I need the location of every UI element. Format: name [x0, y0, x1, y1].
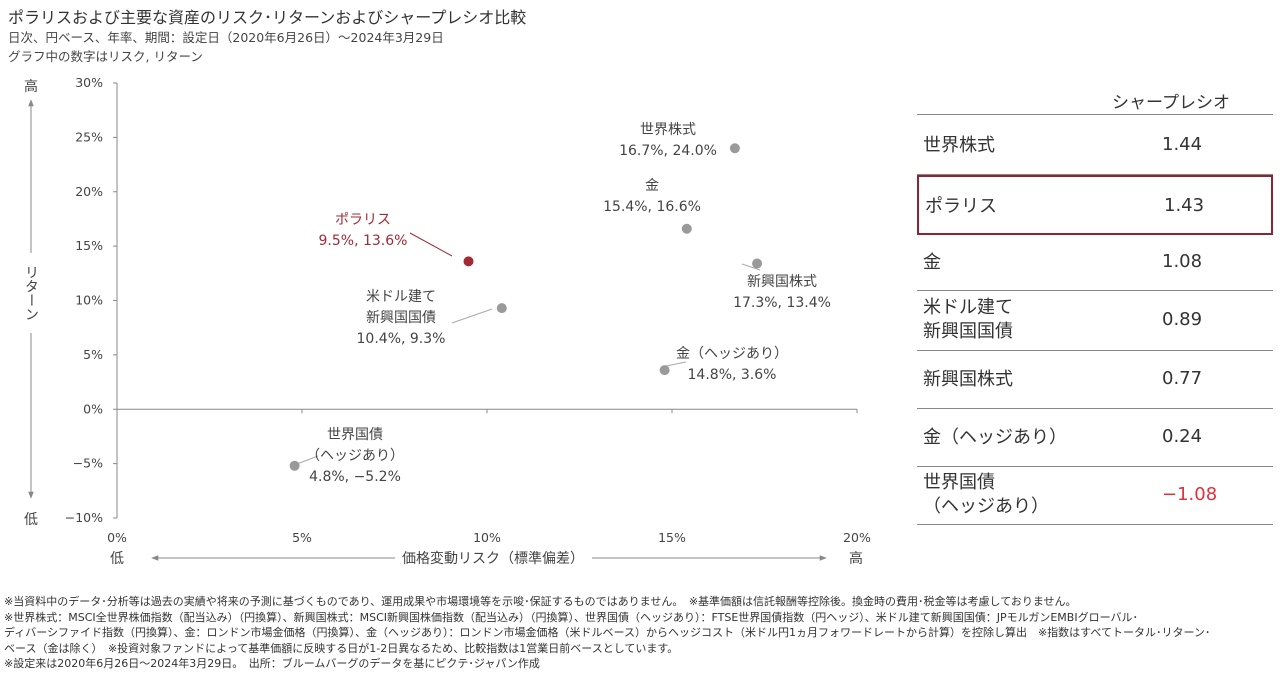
- x-tick-label: 20%: [843, 530, 871, 545]
- sharpe-row-value: 1.08: [1162, 251, 1203, 272]
- data-point-group: ポラリス 9.5%, 13.6%: [319, 212, 474, 267]
- sharpe-row-name-line: 世界国債: [923, 472, 995, 493]
- data-point-marker: [681, 223, 692, 234]
- sharpe-row-value: 0.89: [1162, 309, 1203, 330]
- data-point-value-label: 14.8%, 3.6%: [688, 367, 777, 383]
- data-point-value-label: 16.7%, 24.0%: [619, 143, 717, 159]
- leader-line: [296, 455, 319, 465]
- data-point-name: 世界株式: [640, 122, 696, 138]
- leader-line: [665, 361, 687, 367]
- sharpe-row-name-line: 米ドル建て: [923, 297, 1013, 318]
- y-tick-label: −10%: [65, 510, 103, 525]
- y-tick-label: 30%: [75, 78, 103, 90]
- sharpe-row-name-line: 金（ヘッジあり）: [923, 427, 1067, 448]
- data-point-value-label: 9.5%, 13.6%: [319, 233, 408, 249]
- footnote-line: ※設定来は2020年6月26日～2024年3月29日。 出所：ブルームバーグのデ…: [4, 657, 540, 671]
- footnote-line: ベース（金は除く） ※投資対象ファンドによって基準価額に反映する日が1-2日異な…: [4, 641, 679, 655]
- data-point-name: ポラリス: [335, 212, 391, 228]
- x-tick-label: 5%: [292, 530, 312, 545]
- leader-line: [741, 263, 761, 271]
- data-point-group: 世界国債 （ヘッジあり） 4.8%, −5.2%: [289, 427, 404, 485]
- footnote-line: ※世界株式：MSCI全世界株価指数（配当込み）（円換算）、新興国株式：MSCI新…: [4, 610, 1138, 624]
- x-axis-title: 価格変動リスク（標準偏差）: [402, 550, 584, 567]
- chart-subtitle-period: 日次、円ベース、年率、期間：設定日（2020年6月26日）～2024年3月29日: [8, 30, 444, 45]
- sharpe-row: 米ドル建て新興国国債 0.89: [917, 291, 1273, 351]
- chart-title: ポラリスおよび主要な資産のリスク･リターンおよびシャープレシオ比較: [8, 8, 527, 27]
- x-tick-label: 0%: [107, 530, 127, 545]
- sharpe-row-value: 1.44: [1162, 133, 1203, 155]
- data-point-name: 金（ヘッジあり）: [676, 346, 788, 362]
- y-tick-label: 15%: [75, 238, 103, 253]
- data-point-group: 金（ヘッジあり） 14.8%, 3.6%: [659, 346, 788, 383]
- y-tick-label: 5%: [83, 347, 103, 362]
- sharpe-row: 世界国債 （ヘッジあり） −1.08: [917, 467, 1273, 525]
- x-axis-high-label: 高: [849, 550, 863, 567]
- sharpe-row: 金（ヘッジあり） 0.24: [917, 409, 1273, 467]
- sharpe-row-name-line: ポラリス: [925, 196, 997, 217]
- footnote-line: ※当資料中のデータ･分析等は過去の実績や将来の予測に基づくものであり、運用成果や…: [4, 595, 1077, 608]
- y-tick-label: 0%: [83, 401, 103, 416]
- sharpe-row-value: −1.08: [1162, 484, 1218, 505]
- sharpe-row-value: 0.24: [1162, 426, 1203, 447]
- footnote-line: ディバーシファイド指数（円換算）、金：ロンドン市場金価格（円換算）、金（ヘッジあ…: [4, 626, 1211, 640]
- data-point-group: 米ドル建て新興国国債 10.4%, 9.3%: [357, 289, 507, 347]
- data-point-marker: [463, 256, 474, 267]
- sharpe-row-name-line: 新興国株式: [923, 369, 1013, 390]
- y-tick-label: 10%: [75, 293, 103, 308]
- data-point-value-label: 10.4%, 9.3%: [357, 331, 446, 347]
- data-point-value-label: 4.8%, −5.2%: [309, 469, 401, 485]
- sharpe-row-value: 1.43: [1164, 195, 1205, 216]
- data-point-name: 新興国株式: [747, 274, 817, 290]
- sharpe-row-name-line: 新興国国債: [923, 321, 1013, 342]
- sharpe-row-name-line: 世界株式: [923, 134, 995, 156]
- y-axis-high-label: 高: [24, 78, 38, 95]
- sharpe-row-value: 0.77: [1162, 368, 1203, 389]
- y-tick-label: 25%: [75, 129, 103, 144]
- data-point-name: 米ドル建て: [366, 289, 436, 305]
- footnotes: ※当資料中のデータ･分析等は過去の実績や将来の予測に基づくものであり、運用成果や…: [4, 594, 1210, 672]
- sharpe-row-name: 金（ヘッジあり）: [923, 426, 1067, 450]
- sharpe-row-name-line: 金: [923, 252, 941, 273]
- sharpe-row: 金 1.08: [917, 235, 1273, 291]
- sharpe-row: 新興国株式 0.77: [917, 351, 1273, 409]
- data-point-marker: [729, 143, 740, 154]
- sharpe-row: 世界株式 1.44: [917, 114, 1273, 175]
- sharpe-row-name: 米ドル建て新興国国債: [923, 296, 1013, 344]
- data-point-marker: [496, 303, 507, 314]
- sharpe-row-name-line: （ヘッジあり）: [923, 496, 1049, 517]
- x-tick-label: 15%: [658, 530, 686, 545]
- y-axis-title: リターン: [23, 265, 39, 321]
- x-tick-label: 10%: [473, 530, 501, 545]
- sharpe-row-name: ポラリス: [925, 195, 997, 219]
- data-point-group: 世界株式 16.7%, 24.0%: [619, 122, 740, 159]
- data-point-name: 世界国債: [327, 427, 383, 443]
- leader-line: [451, 308, 493, 324]
- y-tick-label: −5%: [73, 456, 103, 471]
- data-point-marker: [289, 460, 300, 471]
- sharpe-row: ポラリス 1.43: [917, 175, 1273, 235]
- data-point-marker: [659, 365, 670, 376]
- data-point-group: 新興国株式 17.3%, 13.4%: [733, 258, 831, 311]
- data-point-value-label: 15.4%, 16.6%: [603, 199, 701, 215]
- y-tick-label: 20%: [75, 184, 103, 199]
- sharpe-row-name: 金: [923, 251, 941, 275]
- data-point-name: （ヘッジあり）: [306, 448, 404, 464]
- data-point-value-label: 17.3%, 13.4%: [733, 295, 831, 311]
- sharpe-row-name: 世界国債 （ヘッジあり）: [923, 471, 1049, 519]
- sharpe-row-name: 世界株式: [923, 134, 995, 158]
- y-axis-low-label: 低: [24, 512, 38, 528]
- x-axis-low-label: 低: [110, 551, 124, 567]
- data-point-group: 金 15.4%, 16.6%: [603, 178, 701, 234]
- data-point-marker: [752, 258, 763, 269]
- sharpe-ratio-header: シャープレシオ: [1112, 93, 1230, 113]
- chart-subtitle-note: グラフ中の数字はリスク, リターン: [8, 49, 203, 64]
- leader-line: [409, 232, 453, 257]
- sharpe-row-name: 新興国株式: [923, 368, 1013, 392]
- data-point-name: 新興国国債: [366, 310, 436, 326]
- data-point-name: 金: [645, 178, 659, 194]
